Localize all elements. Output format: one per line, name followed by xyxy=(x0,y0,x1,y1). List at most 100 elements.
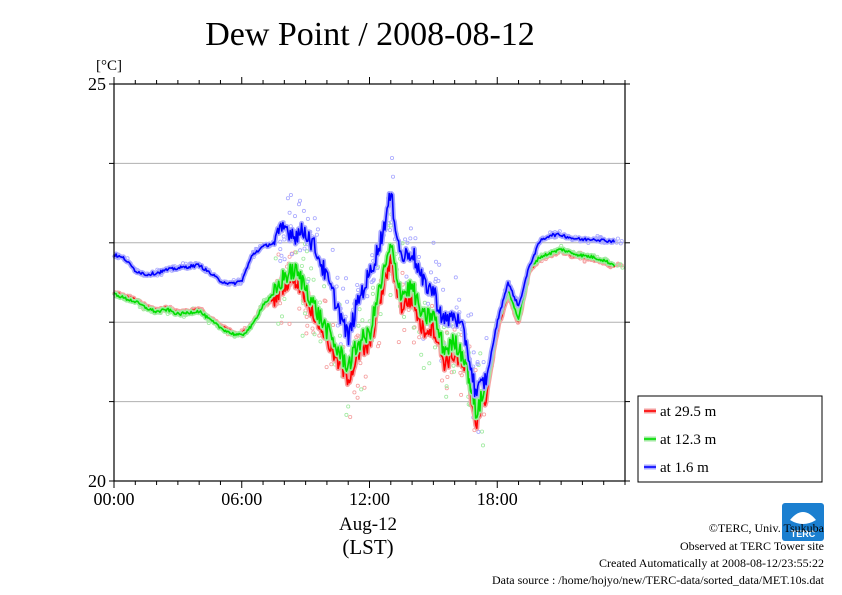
scatter-point xyxy=(403,237,408,242)
scatter-point xyxy=(411,340,416,345)
scatter-point xyxy=(279,253,284,258)
scatter-point xyxy=(323,299,328,304)
scatter-point xyxy=(304,249,309,254)
legend-label-0: at 29.5 m xyxy=(660,404,717,420)
x-tick-label-0: 00:00 xyxy=(93,489,134,509)
scatter-point xyxy=(335,275,340,280)
scatter-point xyxy=(482,412,487,417)
scatter-point xyxy=(346,404,351,409)
scatter-point xyxy=(416,254,421,259)
scatter-series-2 xyxy=(112,155,624,434)
scatter-point xyxy=(312,332,317,337)
scatter-point xyxy=(324,365,329,370)
scatter-point xyxy=(282,296,287,301)
logo-mark xyxy=(790,512,816,524)
scatter-point xyxy=(377,341,382,346)
x-tick-label-1: 06:00 xyxy=(221,489,262,509)
scatter-point xyxy=(206,320,211,325)
scatter-point xyxy=(311,277,316,282)
scatter-point xyxy=(281,234,286,239)
scatter-point xyxy=(458,370,463,375)
scatter-point xyxy=(304,314,309,319)
scatter-point xyxy=(298,248,303,253)
scatter-point xyxy=(408,236,413,241)
scatter-point xyxy=(408,226,413,231)
scatter-point xyxy=(481,360,486,365)
x-axis-label: Aug-12 xyxy=(339,514,397,535)
scatter-point xyxy=(363,374,368,379)
scatter-point xyxy=(294,250,299,255)
scatter-point xyxy=(473,368,478,373)
scatter-point xyxy=(309,266,314,271)
scatter-point xyxy=(370,285,375,290)
scatter-point xyxy=(440,378,445,383)
scatter-point xyxy=(273,256,278,261)
axes: 20 25 00:00 06:00 12:00 18:00 xyxy=(88,74,630,509)
scatter-point xyxy=(322,284,327,289)
scatter-point xyxy=(279,314,284,319)
scatter-point xyxy=(305,323,310,328)
scatter-point xyxy=(300,333,305,338)
scatter-point xyxy=(312,216,317,221)
scatter-point xyxy=(310,326,315,331)
scatter-point xyxy=(428,270,433,275)
scatter-point xyxy=(405,240,410,245)
scatter-point xyxy=(445,374,450,379)
data-source-text: Data source : /home/hojyo/new/TERC-data/… xyxy=(491,573,824,587)
scatter-point xyxy=(619,239,624,244)
scatter-point xyxy=(302,311,307,316)
scatter-point xyxy=(419,352,424,357)
scatter-point xyxy=(288,192,293,197)
plot-frame xyxy=(113,83,626,482)
scatter-point xyxy=(315,227,320,232)
scatter-point xyxy=(444,384,449,389)
chart-title: Dew Point / 2008-08-12 xyxy=(205,16,535,53)
terc-logo: TERC xyxy=(782,503,824,541)
x-tick-label-2: 12:00 xyxy=(349,489,390,509)
x-axis-sublabel: (LST) xyxy=(342,535,393,559)
x-tick-label-3: 18:00 xyxy=(477,489,518,509)
scatter-point xyxy=(404,274,409,279)
y-axis-unit-label: [°C] xyxy=(96,58,122,74)
scatter-point xyxy=(299,263,304,268)
scatter-point xyxy=(620,265,625,270)
scatter-point xyxy=(431,240,436,245)
scatter-point xyxy=(396,340,401,345)
scatter-point xyxy=(457,297,462,302)
scatter-point xyxy=(618,262,623,267)
scatter-point xyxy=(445,331,450,336)
scatter-point xyxy=(317,333,322,338)
scatter-point xyxy=(413,236,418,241)
scatter-point xyxy=(430,303,435,308)
scatter-point xyxy=(297,306,302,311)
scatter-point xyxy=(417,335,422,340)
scatter-point xyxy=(330,247,335,252)
scatter-point xyxy=(475,361,480,366)
scatter-point xyxy=(296,202,301,207)
scatter-point xyxy=(355,282,360,287)
scatter-point xyxy=(357,307,362,312)
scatter-point xyxy=(432,345,437,350)
scatter-point xyxy=(370,291,375,296)
series-lines xyxy=(111,191,617,431)
scatter-point xyxy=(390,174,395,179)
scatter-point xyxy=(287,321,292,326)
observed-site-text: Observed at TERC Tower site xyxy=(679,539,824,553)
logo-text: TERC xyxy=(791,529,816,539)
scatter-point xyxy=(371,278,376,283)
scatter-point xyxy=(302,246,307,251)
scatter-point xyxy=(343,276,348,281)
scatter-point xyxy=(318,339,323,344)
scatter-point xyxy=(469,312,474,317)
scatter-point xyxy=(301,256,306,261)
scatter-point xyxy=(341,286,346,291)
series-line-2 xyxy=(113,192,616,398)
legend-label-1: at 12.3 m xyxy=(660,432,717,448)
scatter-point xyxy=(360,318,365,323)
scatter-point xyxy=(329,362,334,367)
scatter-point xyxy=(276,321,281,326)
scatter-point xyxy=(400,270,405,275)
scatter-point xyxy=(444,386,449,391)
scatter-point xyxy=(355,395,360,400)
